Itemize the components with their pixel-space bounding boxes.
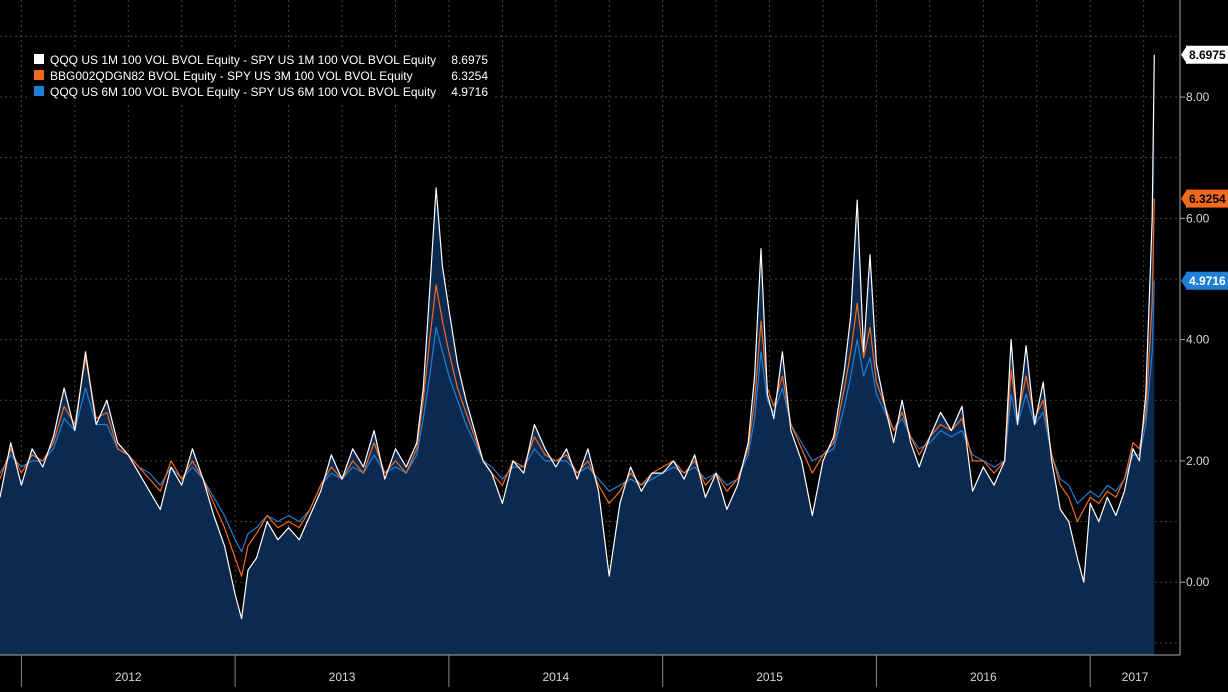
- x-axis-band: [0, 656, 1228, 687]
- legend-entry-value: 4.9716: [451, 85, 488, 99]
- legend-swatch: [34, 70, 44, 80]
- last-value-badge-3: 4.9716: [1181, 271, 1228, 290]
- badge-arrow: [1181, 45, 1187, 64]
- x-tick-label: 2016: [970, 670, 997, 684]
- badge-background: [1186, 45, 1228, 64]
- legend-entry-value: 8.6975: [451, 53, 488, 67]
- y-tick-label: 8.00: [1186, 90, 1210, 104]
- y-tick-label: 0.00: [1186, 575, 1210, 589]
- y-tick-label: 4.00: [1186, 333, 1210, 347]
- legend-entry-name: QQQ US 6M 100 VOL BVOL Equity - SPY US 6…: [50, 85, 436, 99]
- series-line-2: [0, 198, 1155, 577]
- x-tick-label: 2017: [1122, 670, 1149, 684]
- x-tick-label: 2013: [329, 670, 356, 684]
- area-fill: [0, 54, 1155, 655]
- legend-entry-name: BBG002QDGN82 BVOL Equity - SPY US 3M 100…: [50, 69, 413, 83]
- legend-swatch: [34, 86, 44, 96]
- badge-label: 8.6975: [1189, 48, 1226, 62]
- badge-background: [1186, 271, 1228, 290]
- series-line-3: [0, 280, 1155, 553]
- legend-box: [29, 48, 495, 104]
- legend-entry-name: QQQ US 1M 100 VOL BVOL Equity - SPY US 1…: [50, 53, 436, 67]
- legend-entry-value: 6.3254: [451, 69, 488, 83]
- badge-background: [1186, 189, 1228, 208]
- badge-arrow: [1181, 271, 1187, 290]
- last-value-badge-2: 6.3254: [1181, 189, 1228, 208]
- y-tick-label: 6.00: [1186, 211, 1210, 225]
- last-value-badge-1: 8.6975: [1181, 45, 1228, 64]
- legend-swatch: [34, 54, 44, 64]
- x-tick-label: 2012: [115, 670, 142, 684]
- badge-label: 6.3254: [1189, 192, 1226, 206]
- x-tick-label: 2015: [756, 670, 783, 684]
- series-line-1: [0, 54, 1155, 620]
- y-tick-label: 2.00: [1186, 454, 1210, 468]
- badge-label: 4.9716: [1189, 274, 1226, 288]
- badge-arrow: [1181, 189, 1187, 208]
- x-tick-label: 2014: [542, 670, 569, 684]
